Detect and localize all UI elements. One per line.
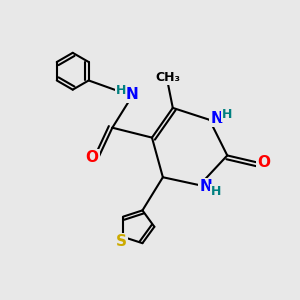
Text: H: H [222,108,232,121]
Text: CH₃: CH₃ [155,71,180,84]
Text: O: O [257,155,270,170]
Text: O: O [85,150,98,165]
Text: N: N [126,87,139,102]
Text: H: H [116,84,126,97]
Text: N: N [211,111,223,126]
Text: H: H [211,184,222,198]
Text: S: S [116,234,127,249]
Text: N: N [200,179,212,194]
